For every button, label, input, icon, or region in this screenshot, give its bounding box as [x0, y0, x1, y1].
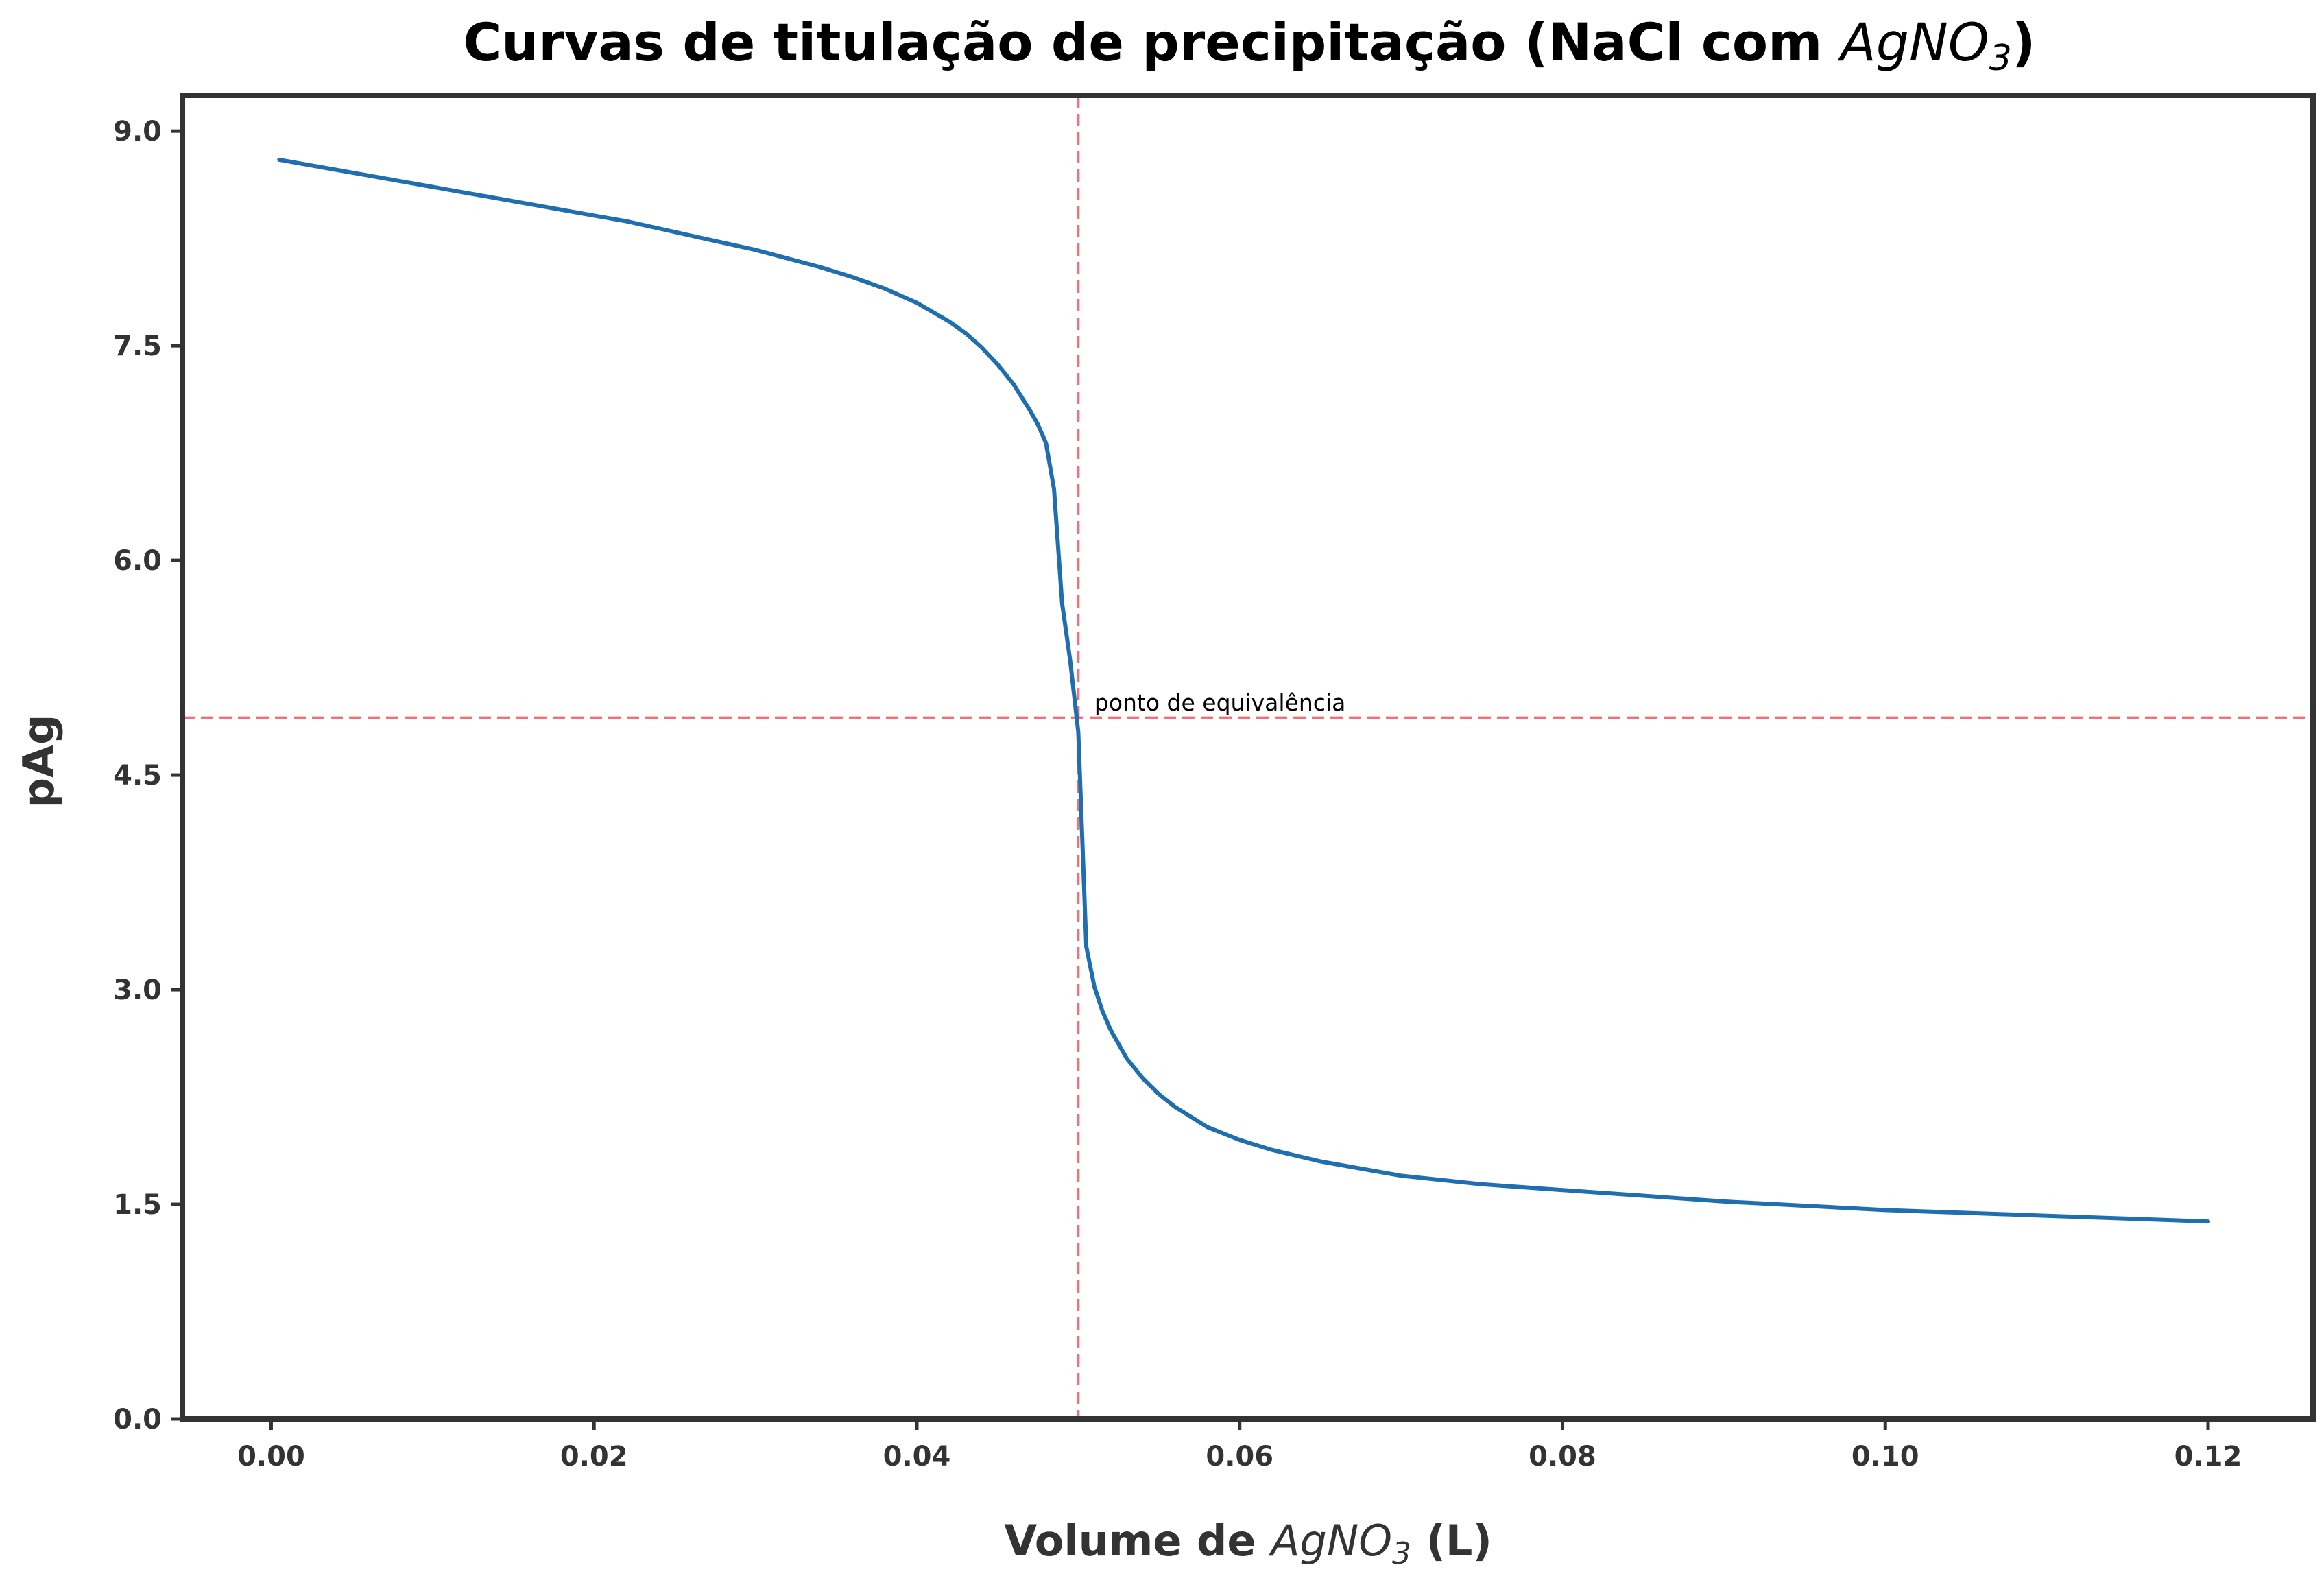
y-tick-label: 6.0 — [113, 545, 162, 577]
y-tick-label: 4.5 — [113, 760, 162, 791]
chart-title: Curvas de titulação de precipitação (NaC… — [463, 12, 2035, 79]
y-axis: 0.0 1.5 3.0 4.5 6.0 7.5 9.0 — [113, 116, 182, 1435]
x-axis-label: Volume de AgNO3 (L) — [1004, 1516, 1492, 1571]
x-tick-label: 0.12 — [2175, 1441, 2242, 1472]
plot-area: ponto de equivalência — [182, 95, 2313, 1419]
y-axis-label: pAg — [14, 715, 64, 809]
y-tick-label: 7.5 — [113, 331, 162, 362]
x-tick-label: 0.08 — [1529, 1441, 1596, 1472]
y-tick-label: 9.0 — [113, 116, 162, 147]
series-line — [277, 157, 2210, 1224]
y-tick-label: 1.5 — [113, 1189, 162, 1221]
plot-frame — [180, 93, 2316, 1422]
y-tick-label: 0.0 — [113, 1404, 162, 1435]
x-tick-label: 0.10 — [1852, 1441, 1919, 1472]
y-tick-label: 3.0 — [113, 975, 162, 1006]
x-tick-label: 0.00 — [237, 1441, 305, 1472]
equivalence-annotation: ponto de equivalência — [1094, 689, 1345, 716]
x-tick-label: 0.04 — [883, 1441, 951, 1472]
x-axis: 0.00 0.02 0.04 0.06 0.08 0.10 0.12 — [237, 1419, 2242, 1472]
x-tick-label: 0.02 — [560, 1441, 628, 1472]
x-tick-label: 0.06 — [1206, 1441, 1273, 1472]
